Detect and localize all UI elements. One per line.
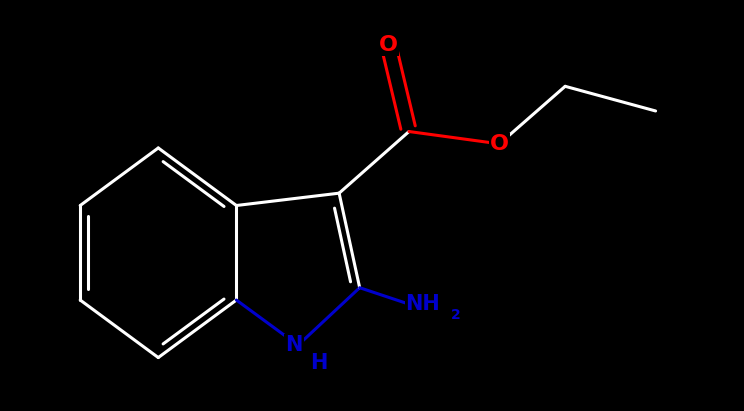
Text: NH: NH [405,294,440,314]
Text: O: O [379,35,398,55]
Text: H: H [310,353,327,373]
Text: O: O [490,134,509,154]
Text: 2: 2 [451,308,461,322]
Text: N: N [285,335,303,355]
